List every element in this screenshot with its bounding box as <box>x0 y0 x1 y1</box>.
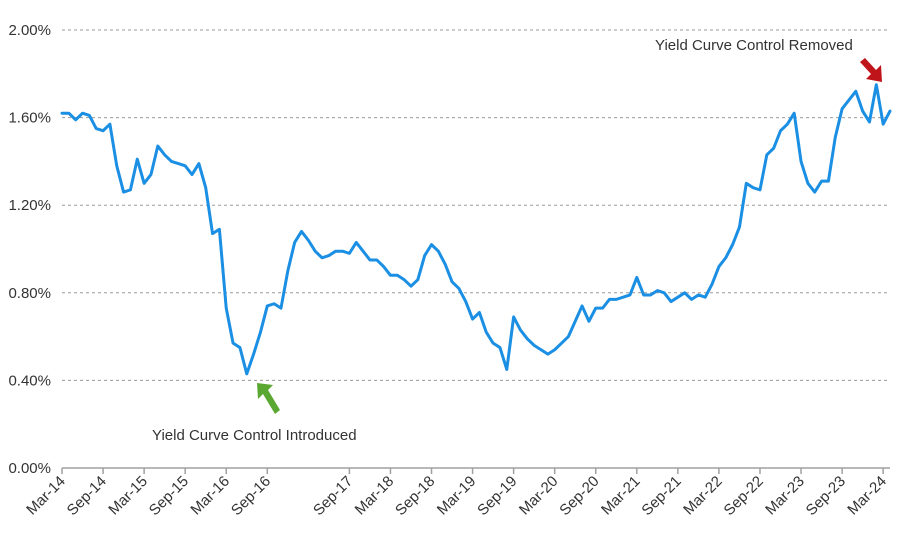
x-tick-label: Sep-20 <box>556 473 602 519</box>
x-tick-label: Mar-14 <box>23 473 69 519</box>
y-axis-ticks: 0.00% 0.40% 0.80% 1.20% 1.60% 2.00% <box>8 22 51 477</box>
x-tick-label: Mar-16 <box>187 473 233 519</box>
x-tick-label: Sep-15 <box>146 473 192 519</box>
series-line <box>60 83 892 376</box>
x-tick-label: Sep-21 <box>638 473 684 519</box>
annotation-removed-label: Yield Curve Control Removed <box>655 37 853 54</box>
y-tick-label: 1.20% <box>8 197 51 214</box>
x-tick-label: Mar-20 <box>516 473 562 519</box>
x-tick-label: Sep-14 <box>64 473 110 519</box>
annotation-removed: Yield Curve Control Removed <box>655 37 882 82</box>
green-arrow-icon <box>257 383 280 414</box>
x-tick-label: Mar-15 <box>105 473 151 519</box>
annotation-introduced: Yield Curve Control Introduced <box>152 383 357 444</box>
x-tick-label: Sep-19 <box>474 473 520 519</box>
y-tick-label: 1.60% <box>8 110 51 127</box>
y-tick-label: 0.00% <box>8 460 51 477</box>
y-tick-label: 2.00% <box>8 22 51 39</box>
y-tick-label: 0.40% <box>8 372 51 389</box>
x-tick-label: Sep-22 <box>721 473 767 519</box>
x-tick-label: Mar-21 <box>598 473 644 519</box>
x-tick-label: Mar-22 <box>680 473 726 519</box>
x-tick-label: Mar-23 <box>762 473 808 519</box>
y-tick-label: 0.80% <box>8 285 51 302</box>
x-tick-label: Mar-18 <box>352 473 398 519</box>
x-tick-label: Mar-24 <box>844 473 890 519</box>
x-tick-label: Mar-19 <box>434 473 480 519</box>
gridlines <box>62 29 890 381</box>
annotation-introduced-label: Yield Curve Control Introduced <box>152 427 357 444</box>
x-tick-label: Sep-18 <box>392 473 438 519</box>
x-tick-label: Sep-16 <box>228 473 274 519</box>
x-tick-label: Sep-23 <box>803 473 849 519</box>
x-tick-label: Sep-17 <box>310 473 356 519</box>
red-arrow-icon <box>860 58 882 82</box>
